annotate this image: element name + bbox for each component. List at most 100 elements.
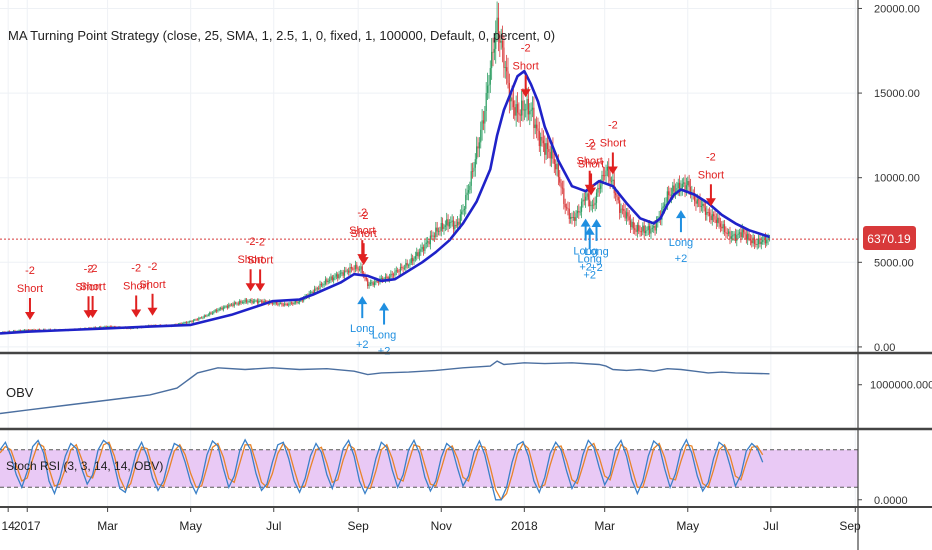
candle-body: [440, 223, 442, 231]
candle-body: [409, 262, 411, 266]
candle-body: [634, 228, 636, 230]
candle-body: [703, 203, 705, 208]
candle-body: [537, 128, 539, 131]
candle-body: [244, 299, 246, 303]
x-tick-label: May: [676, 519, 699, 533]
candle-body: [13, 330, 15, 332]
candle-body: [629, 220, 632, 228]
candle-body: [549, 151, 551, 159]
candle-body: [417, 252, 419, 257]
candle-body: [190, 321, 192, 323]
candle-body: [454, 224, 456, 230]
candle-body: [443, 226, 445, 229]
candle-body: [718, 217, 720, 224]
candle-body: [738, 232, 741, 234]
candle-body: [529, 111, 531, 115]
long-qty: +2: [590, 262, 603, 274]
candle-body: [625, 212, 628, 219]
candle-body: [635, 229, 637, 232]
candle-body: [674, 191, 677, 193]
candle-body: [311, 291, 313, 293]
candle-body: [243, 302, 245, 303]
candle-body: [591, 204, 594, 206]
candle-body: [457, 221, 459, 226]
candle-body: [241, 302, 244, 304]
candle-body: [275, 301, 278, 304]
candle-body: [334, 276, 336, 278]
long-qty: +2: [579, 262, 592, 274]
candle-body: [458, 221, 460, 225]
long-arrow-head: [675, 210, 686, 219]
candle-body: [316, 288, 318, 290]
long-arrow-head: [591, 218, 602, 227]
candle-body: [526, 99, 528, 110]
short-label: Short: [247, 254, 273, 266]
x-tick-label: 14: [1, 519, 15, 533]
obv-line: [0, 360, 770, 415]
candle-body: [587, 193, 589, 200]
candle-body: [414, 255, 416, 259]
candle-body: [239, 300, 241, 304]
candle-body: [530, 109, 532, 112]
candle-body: [597, 187, 599, 193]
candle-body: [339, 273, 342, 275]
candle-body: [459, 214, 461, 225]
candle-body: [100, 326, 102, 328]
candle-body: [297, 302, 299, 304]
candle-body: [420, 249, 422, 252]
candle-body: [519, 114, 521, 116]
candle-body: [198, 317, 200, 320]
candle-body: [373, 282, 376, 285]
candle-body: [33, 329, 35, 331]
candle-body: [263, 300, 265, 304]
obv-y-tick-label: 1000000.0000: [870, 380, 932, 392]
candle-body: [285, 303, 287, 305]
candle-body: [624, 210, 626, 219]
candle-body: [594, 202, 596, 205]
candle-body: [672, 185, 674, 195]
candle-body: [540, 136, 542, 147]
candle-body: [462, 209, 464, 212]
candle-body: [378, 281, 380, 283]
candle-body: [405, 263, 407, 268]
candle-body: [18, 330, 20, 332]
short-arrow-head: [24, 312, 35, 320]
candle-body: [335, 274, 337, 277]
candle-body: [345, 270, 347, 272]
candle-body: [715, 219, 717, 223]
short-qty: -2: [357, 207, 367, 219]
short-arrow-head: [358, 257, 369, 266]
candle-body: [290, 302, 293, 304]
candle-body: [678, 182, 681, 191]
candle-body: [546, 143, 549, 149]
candle-body: [752, 237, 754, 244]
candle-body: [647, 226, 649, 231]
obv-panel: [0, 360, 770, 415]
candle-body: [665, 204, 667, 205]
short-label: Short: [577, 156, 603, 168]
candle-body: [466, 192, 468, 195]
candle-body: [687, 181, 689, 186]
candle-body: [380, 278, 382, 279]
short-qty: -2: [131, 262, 141, 274]
candle-body: [278, 303, 280, 305]
candle-body: [368, 284, 370, 287]
short-qty: -2: [148, 261, 158, 273]
x-tick-label: Jul: [763, 519, 778, 533]
candle-body: [273, 303, 275, 305]
candle-body: [560, 182, 562, 188]
candle-body: [480, 129, 482, 143]
candle-body: [627, 212, 629, 217]
candle-body: [180, 323, 182, 325]
candle-body: [105, 326, 107, 328]
candle-body: [271, 302, 273, 304]
candle-body: [185, 322, 188, 324]
candle-body: [553, 158, 555, 165]
candle-body: [610, 180, 613, 182]
candle-body: [688, 181, 690, 187]
candle-body: [722, 224, 724, 229]
candle-body: [25, 329, 27, 331]
candle-body: [436, 227, 438, 232]
candle-body: [431, 235, 433, 237]
